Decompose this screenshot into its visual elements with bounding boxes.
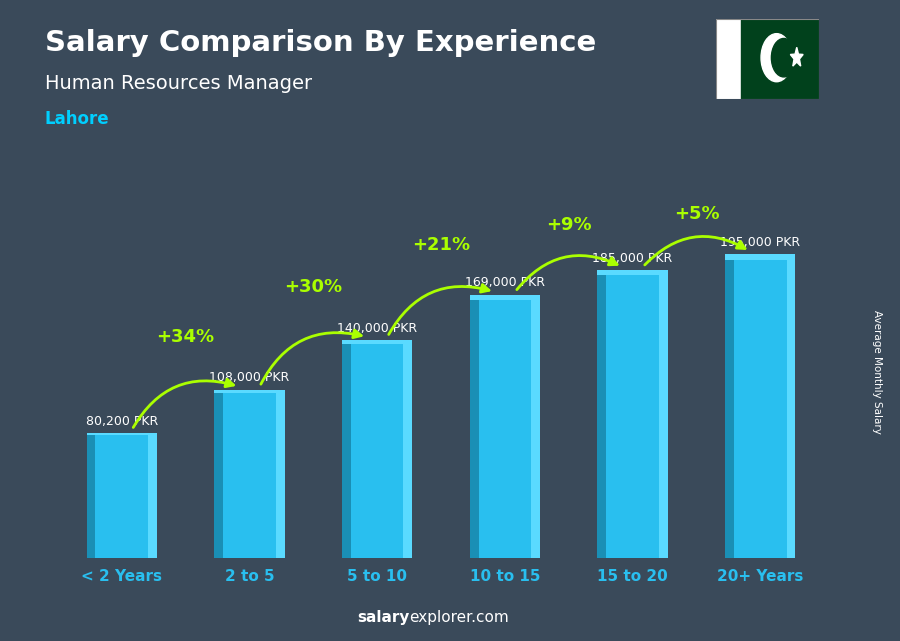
- Text: salary: salary: [357, 610, 410, 625]
- Bar: [787, 254, 796, 558]
- Bar: [214, 390, 284, 558]
- Circle shape: [771, 38, 796, 77]
- Bar: [742, 19, 819, 99]
- Bar: [275, 390, 284, 558]
- Text: +34%: +34%: [157, 328, 214, 346]
- Text: explorer.com: explorer.com: [410, 610, 509, 625]
- Text: +30%: +30%: [284, 278, 342, 297]
- Bar: [470, 295, 479, 558]
- Bar: [148, 433, 157, 558]
- Text: 195,000 PKR: 195,000 PKR: [720, 236, 800, 249]
- Bar: [342, 340, 412, 344]
- Bar: [342, 340, 412, 558]
- Text: 80,200 PKR: 80,200 PKR: [86, 415, 158, 428]
- Bar: [598, 270, 668, 558]
- Text: +21%: +21%: [412, 237, 470, 254]
- Bar: [716, 19, 742, 99]
- Text: Lahore: Lahore: [45, 110, 110, 128]
- Text: 140,000 PKR: 140,000 PKR: [338, 322, 418, 335]
- Bar: [725, 254, 796, 558]
- Text: Human Resources Manager: Human Resources Manager: [45, 74, 312, 93]
- Text: 169,000 PKR: 169,000 PKR: [465, 276, 544, 290]
- Text: Average Monthly Salary: Average Monthly Salary: [872, 310, 883, 434]
- Bar: [86, 433, 157, 558]
- Bar: [86, 433, 157, 435]
- Bar: [470, 295, 540, 299]
- Text: 185,000 PKR: 185,000 PKR: [592, 252, 672, 265]
- Bar: [725, 254, 734, 558]
- Bar: [214, 390, 223, 558]
- Text: Salary Comparison By Experience: Salary Comparison By Experience: [45, 29, 596, 57]
- Text: 108,000 PKR: 108,000 PKR: [210, 371, 290, 385]
- Bar: [403, 340, 412, 558]
- Bar: [86, 433, 95, 558]
- Bar: [470, 295, 540, 558]
- Bar: [214, 390, 284, 393]
- Text: +5%: +5%: [674, 205, 719, 224]
- Text: +9%: +9%: [546, 216, 591, 234]
- Bar: [342, 340, 351, 558]
- Bar: [531, 295, 540, 558]
- Bar: [598, 270, 668, 275]
- Circle shape: [761, 33, 792, 82]
- Bar: [659, 270, 668, 558]
- Polygon shape: [790, 47, 803, 66]
- Bar: [725, 254, 796, 260]
- Bar: [598, 270, 607, 558]
